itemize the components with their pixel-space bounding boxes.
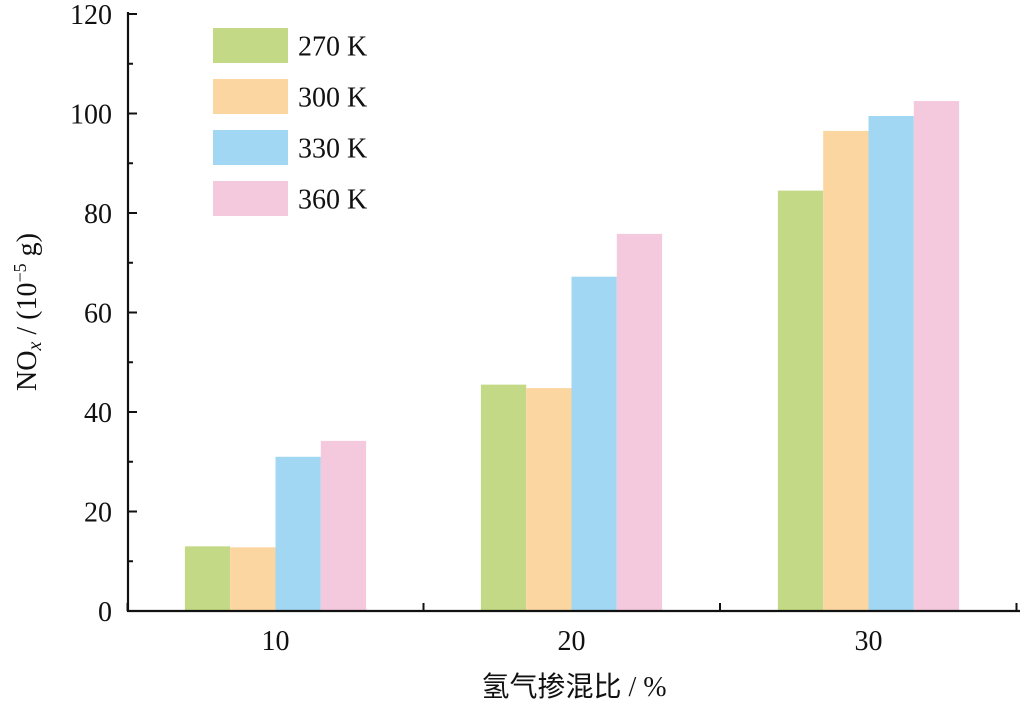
- x-tick-label: 20: [558, 626, 586, 657]
- y-tick-label: 60: [84, 299, 112, 330]
- bar-300k-30: [823, 130, 869, 611]
- legend-label-360k: 360 K: [298, 185, 367, 216]
- legend-label-330k: 330 K: [298, 134, 367, 165]
- legend-label-270k: 270 K: [298, 32, 367, 63]
- legend-swatch-270k: [213, 28, 288, 63]
- y-axis-title-suffix: g): [12, 233, 43, 263]
- y-axis-title: NOx / (10−5 g): [10, 233, 46, 391]
- y-axis-title-superscript: −5: [10, 263, 30, 282]
- y-tick-label: 80: [84, 199, 112, 230]
- x-axis-title: 氢气掺混比 / %: [481, 671, 666, 703]
- bar-270k-20: [480, 384, 527, 611]
- y-tick-label: 120: [70, 0, 112, 31]
- bar-360k-30: [913, 101, 960, 611]
- legend-swatch-330k: [213, 130, 288, 165]
- y-axis-title-subscript: x: [24, 342, 46, 352]
- legend-swatch-360k: [213, 181, 288, 216]
- bar-330k-20: [571, 276, 617, 611]
- bar-360k-10: [320, 440, 367, 611]
- bar-360k-20: [616, 233, 663, 611]
- y-axis-title-prefix: NO: [12, 351, 43, 391]
- y-tick-label: 40: [84, 398, 112, 429]
- bar-300k-20: [526, 388, 572, 611]
- bar-270k-10: [184, 546, 231, 611]
- legend-label-300k: 300 K: [298, 83, 367, 114]
- bar-270k-30: [777, 190, 824, 612]
- x-tick-label: 30: [855, 626, 883, 657]
- legend: 270 K 300 K 330 K 360 K: [213, 28, 367, 216]
- y-tick-label: 100: [70, 100, 112, 131]
- legend-swatch-300k: [213, 79, 288, 114]
- bar-330k-30: [868, 115, 914, 612]
- y-tick-label: 0: [98, 597, 112, 628]
- axes-layer: 0 20 40 60 80 100 120 10 20 30: [70, 0, 1020, 657]
- bar-300k-10: [230, 547, 276, 611]
- bars-layer: [184, 101, 960, 612]
- bar-330k-10: [275, 456, 321, 611]
- x-tick-label: 10: [262, 626, 290, 657]
- y-axis-title-middle: / (10: [12, 283, 43, 342]
- y-tick-label: 20: [84, 498, 112, 529]
